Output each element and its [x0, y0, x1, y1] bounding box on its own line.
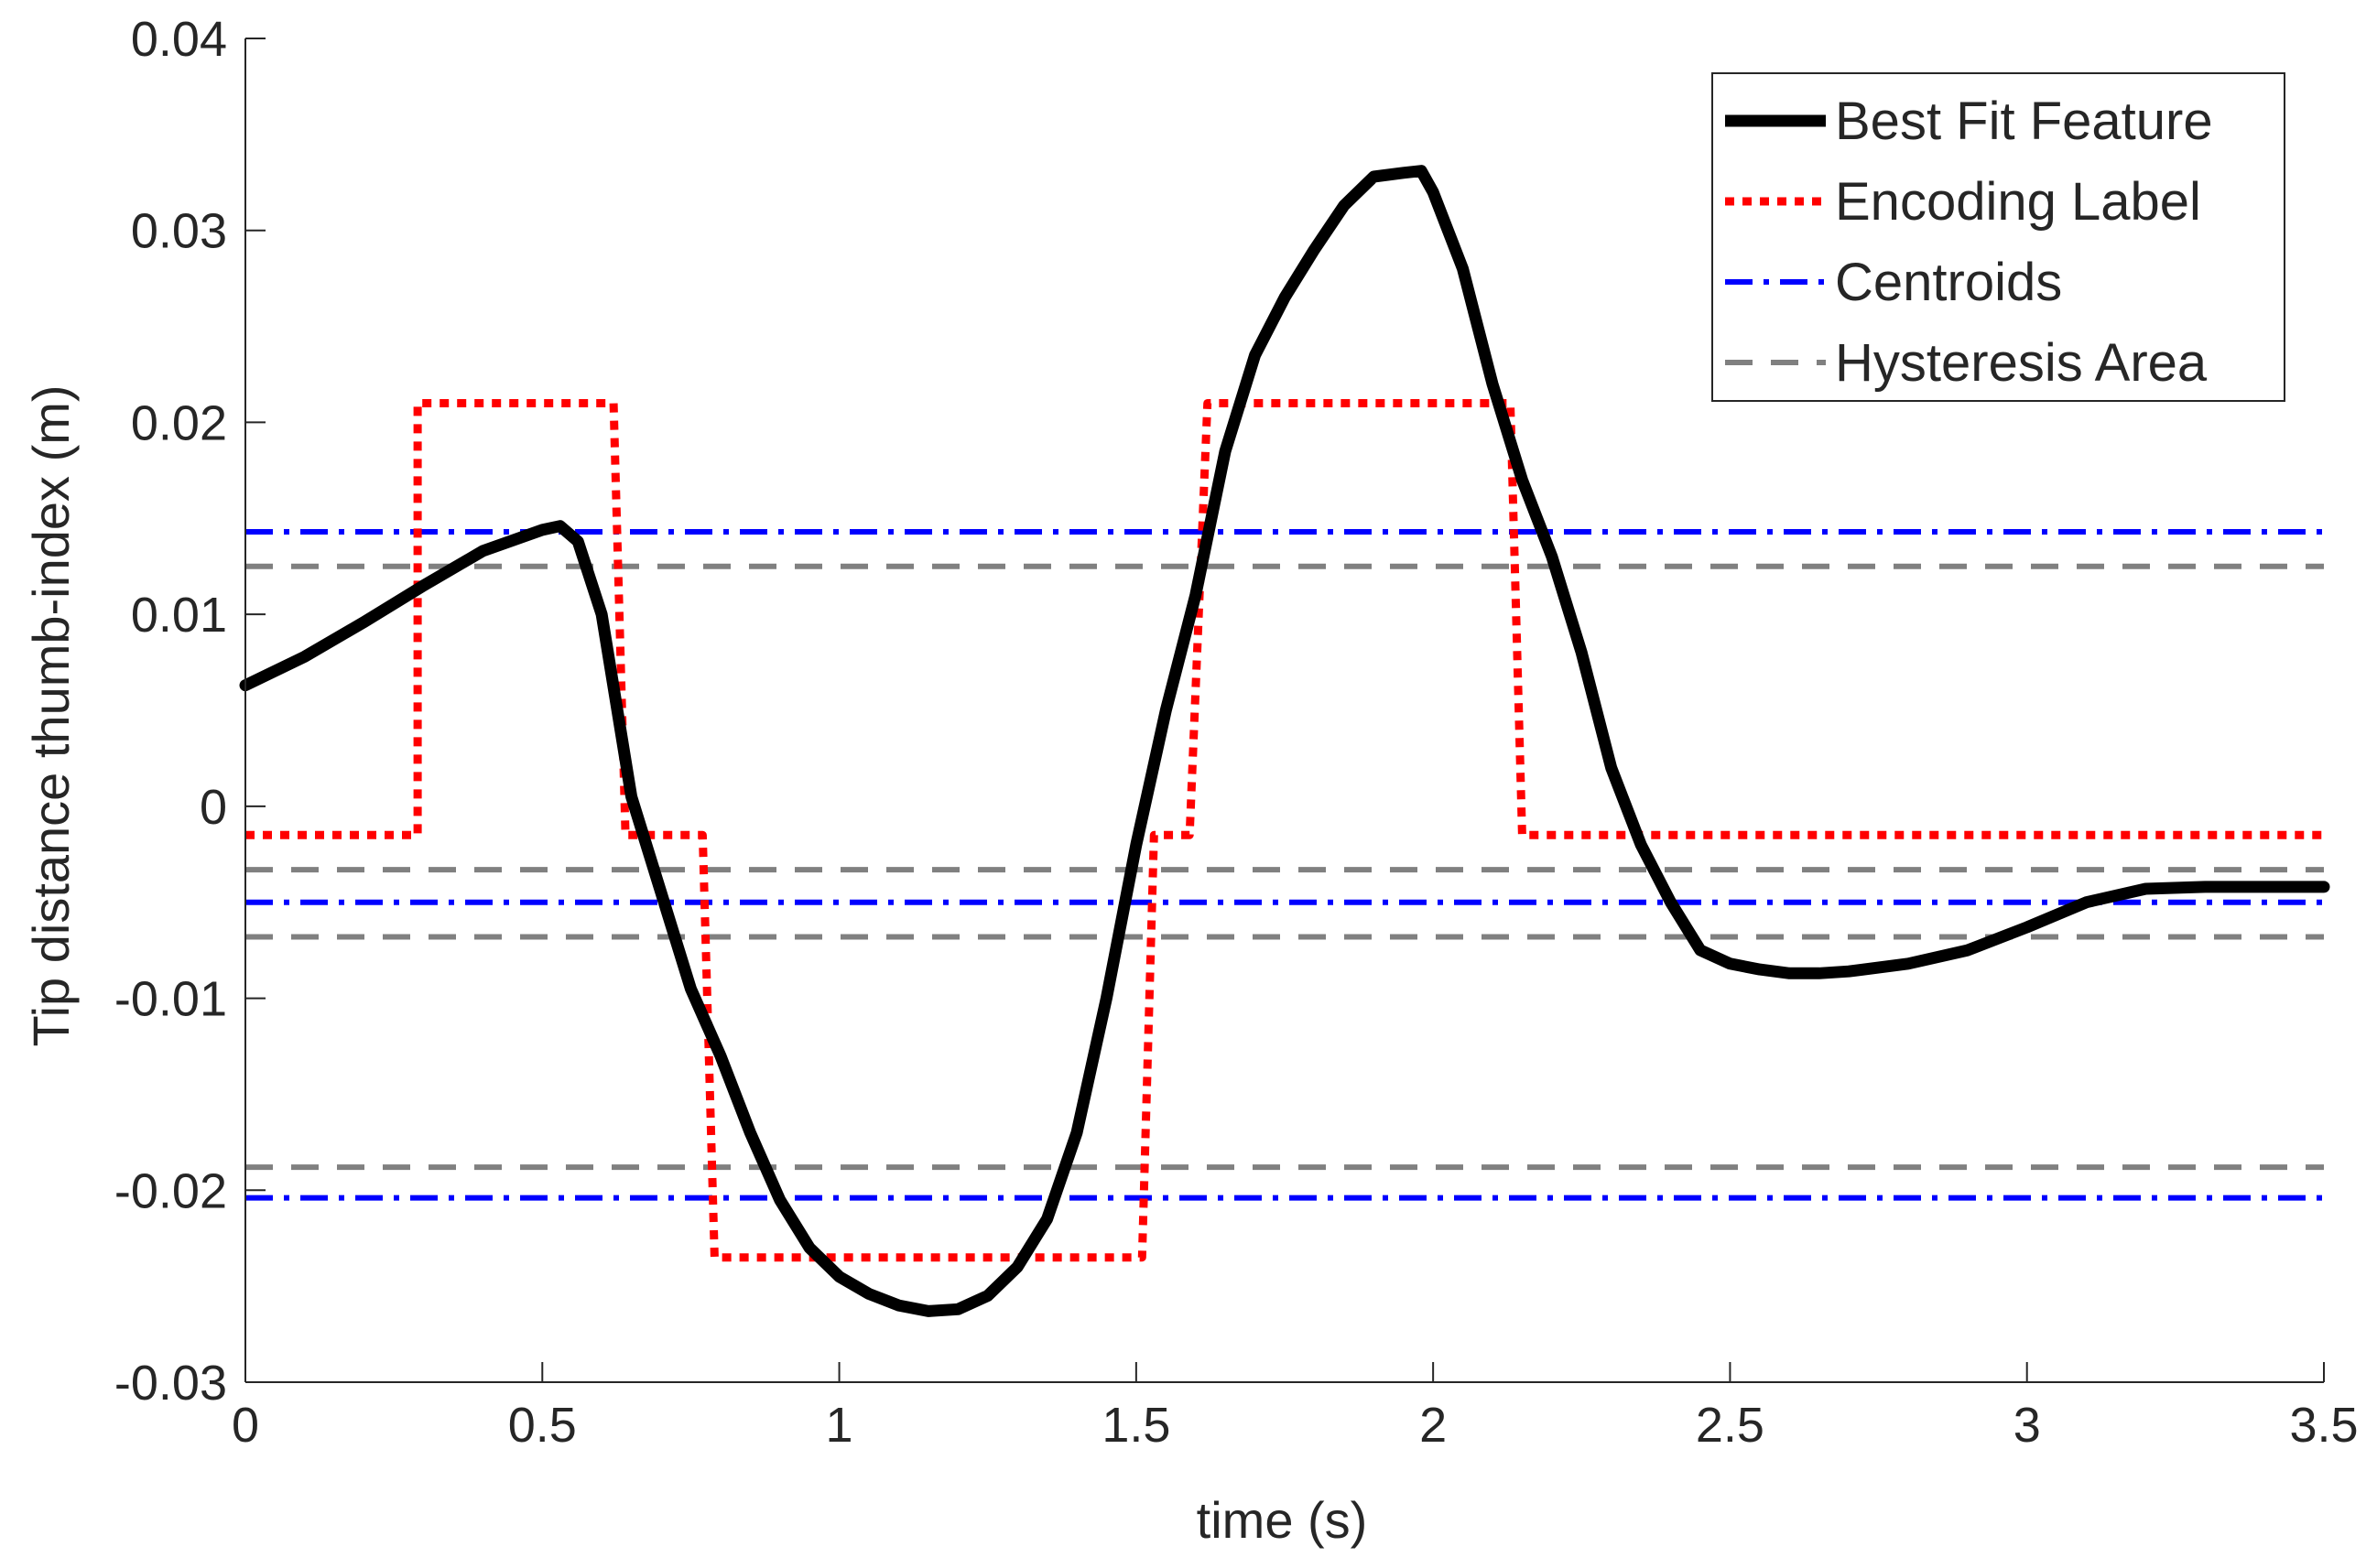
- legend-label: Encoding Label: [1835, 172, 2201, 232]
- legend: Best Fit Feature Encoding Label Centroids H…: [1711, 72, 2285, 402]
- y-axis-label: Tip distance thumb-index (m): [22, 384, 80, 1046]
- x-tick-label: 1: [826, 1398, 853, 1453]
- x-tick-label: 3.5: [2289, 1398, 2358, 1453]
- y-tick-label: -0.02: [114, 1163, 227, 1218]
- x-tick-label: 0.5: [508, 1398, 577, 1453]
- plot-area: [239, 165, 2330, 1317]
- x-tick-label: 3: [2013, 1398, 2041, 1453]
- x-tick-label: 1.5: [1102, 1398, 1170, 1453]
- x-tick-label: 2: [1419, 1398, 1447, 1453]
- y-tick-label: -0.01: [114, 972, 227, 1027]
- legend-label: Hysteresis Area: [1835, 333, 2208, 393]
- legend-label: Best Fit Feature: [1835, 92, 2213, 151]
- y-tick-label: 0.03: [131, 204, 227, 259]
- y-tick-label: -0.03: [114, 1356, 227, 1411]
- y-tick-label: 0: [200, 780, 227, 835]
- legend-label: Centroids: [1835, 253, 2062, 312]
- axes: 0 0.5 1 1.5 2 2.5 3 3.5 -0.03 -0.02 -0.01 0 0.01 0.02…: [114, 12, 2359, 1453]
- y-tick-label: 0.01: [131, 588, 227, 643]
- y-tick-label: 0.04: [131, 12, 227, 67]
- y-tick-label: 0.02: [131, 395, 227, 450]
- x-tick-label: 0: [232, 1398, 259, 1453]
- series-line-best-fit-feature: [239, 165, 2330, 1317]
- x-tick-label: 2.5: [1696, 1398, 1764, 1453]
- legend-box: [1711, 72, 2285, 402]
- x-axis-label: time (s): [1197, 1491, 1368, 1549]
